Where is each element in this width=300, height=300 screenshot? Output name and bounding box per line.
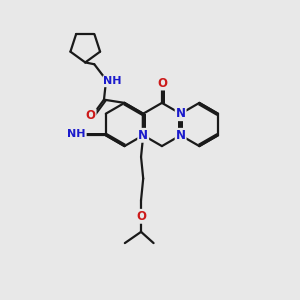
Text: NH: NH: [103, 76, 122, 86]
Text: N: N: [176, 129, 186, 142]
Text: N: N: [138, 129, 148, 142]
Text: O: O: [85, 110, 96, 122]
Text: NH: NH: [67, 129, 86, 140]
Text: O: O: [136, 210, 146, 223]
Text: N: N: [176, 107, 186, 120]
Text: O: O: [157, 76, 167, 89]
